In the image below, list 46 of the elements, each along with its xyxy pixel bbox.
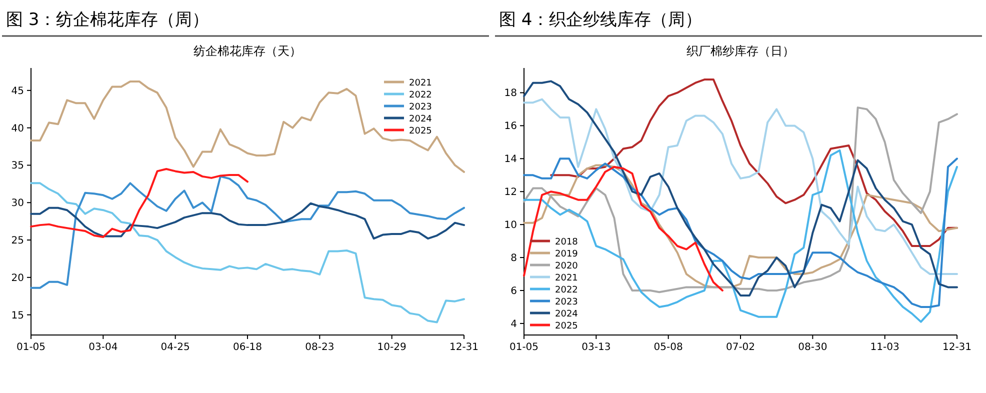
legend-label: 2020 (555, 262, 578, 272)
y-tick-label: 40 (11, 123, 24, 134)
y-tick-label: 4 (510, 318, 517, 330)
y-tick-label: 8 (510, 253, 517, 264)
legend-label: 2018 (555, 238, 578, 248)
y-tick-label: 14 (504, 154, 517, 166)
chart-subtitle: 纺企棉花库存（天） (194, 44, 302, 58)
legend-label: 2022 (555, 286, 578, 296)
legend-label: 2019 (555, 250, 578, 260)
x-tick-label: 12-31 (449, 342, 479, 353)
y-tick-label: 45 (11, 86, 24, 97)
legend-label: 2022 (409, 90, 432, 100)
y-tick-label: 6 (510, 286, 517, 297)
x-tick-label: 07-02 (726, 342, 756, 353)
legend-label: 2025 (409, 126, 432, 136)
y-tick-label: 12 (504, 187, 517, 198)
chart-subtitle: 织厂棉纱库存（日） (686, 44, 794, 58)
legend-label: 2021 (555, 274, 578, 284)
x-tick-label: 04-25 (160, 342, 190, 353)
chart-title: 图 3：纺企棉花库存（周） (6, 10, 210, 30)
y-tick-label: 18 (504, 88, 517, 100)
x-tick-label: 01-05 (509, 342, 539, 353)
y-tick-label: 10 (504, 220, 517, 232)
x-tick-label: 03-13 (582, 342, 611, 353)
x-tick-label: 12-31 (942, 342, 972, 353)
chart-title: 图 4：织企纱线库存（周） (499, 10, 702, 30)
y-tick-label: 30 (11, 198, 24, 210)
x-tick-label: 06-18 (232, 342, 262, 353)
legend-label: 2024 (555, 310, 578, 320)
x-tick-label: 03-04 (88, 342, 118, 353)
x-tick-label: 08-23 (305, 342, 334, 353)
legend-label: 2021 (409, 78, 432, 88)
x-tick-label: 05-08 (654, 342, 683, 353)
x-tick-label: 11-03 (870, 342, 900, 353)
y-tick-label: 35 (11, 160, 24, 172)
legend-label: 2023 (409, 102, 432, 112)
legend-label: 2024 (409, 114, 432, 124)
y-tick-label: 15 (11, 310, 24, 322)
legend-label: 2023 (555, 298, 578, 308)
y-tick-label: 25 (11, 236, 24, 247)
y-tick-label: 20 (11, 272, 24, 284)
x-tick-label: 08-30 (798, 342, 828, 353)
y-tick-label: 16 (504, 121, 517, 132)
x-tick-label: 10-29 (377, 342, 406, 353)
legend-label: 2025 (555, 322, 578, 332)
x-tick-label: 01-05 (16, 342, 46, 353)
